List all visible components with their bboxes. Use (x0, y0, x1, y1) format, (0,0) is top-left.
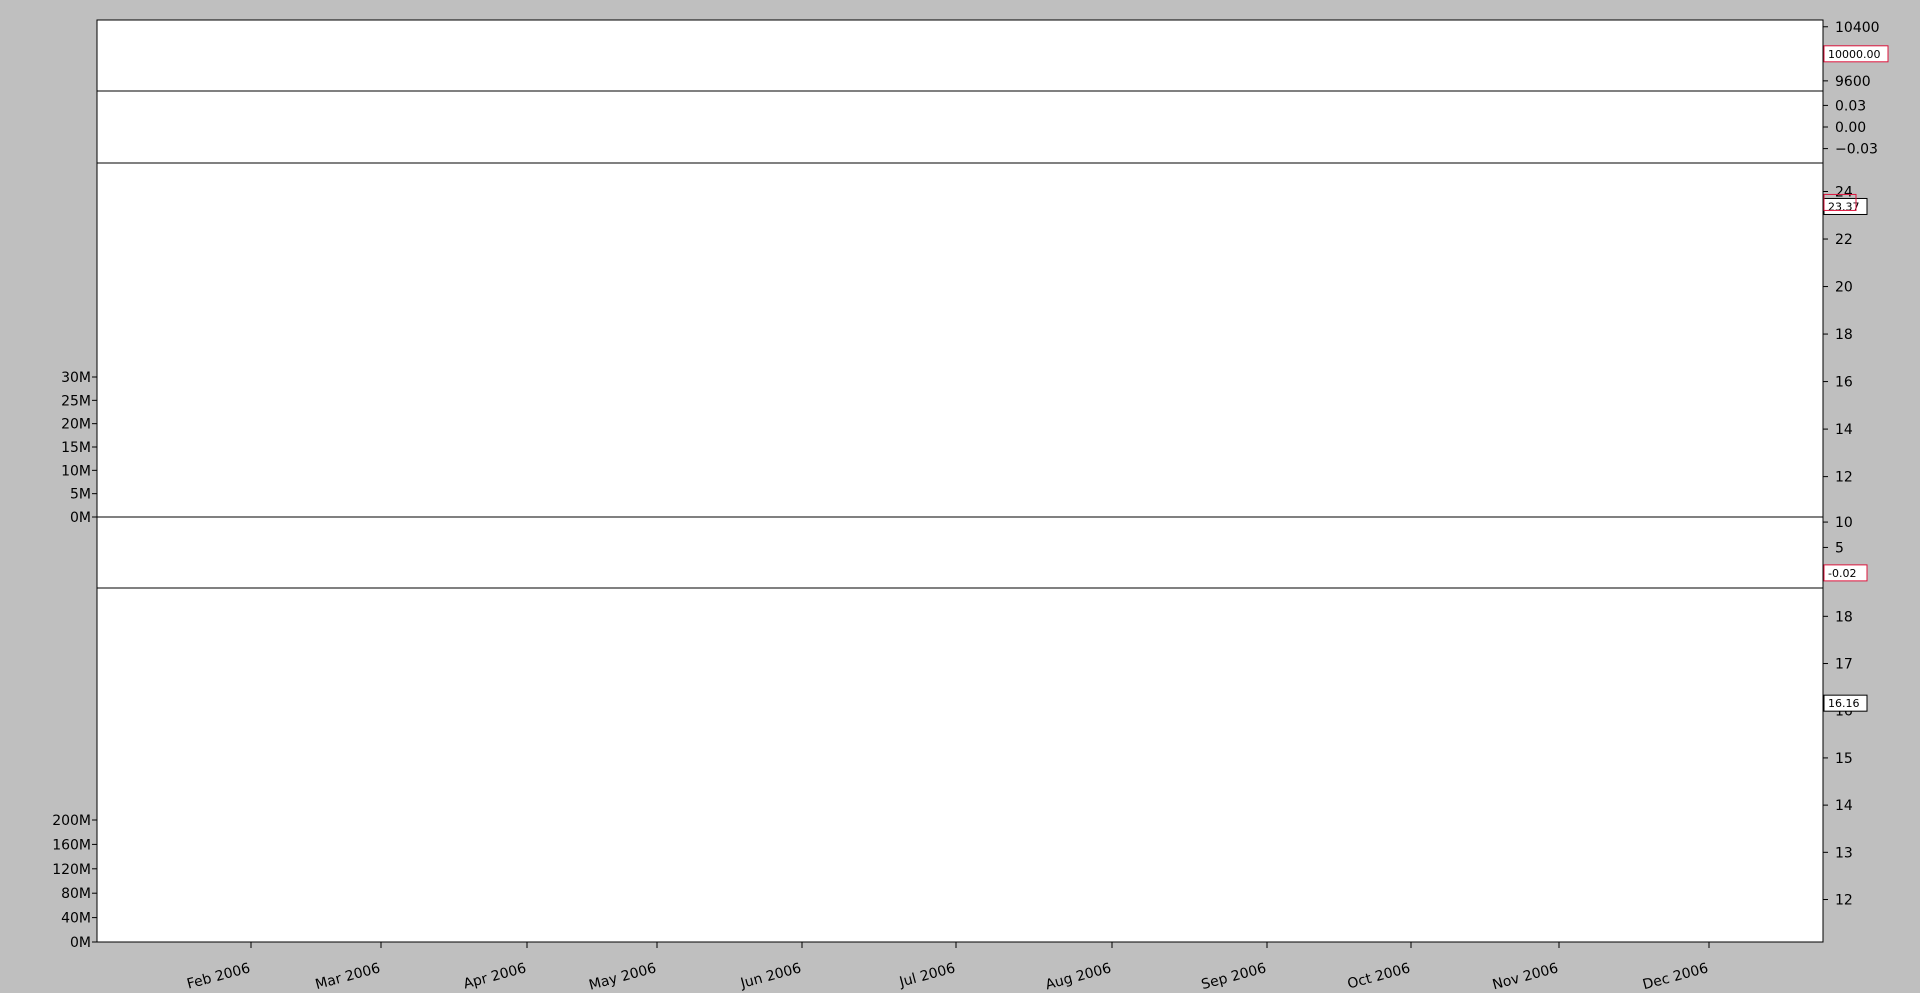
nvda-panel (96, 162, 1824, 518)
last-value-box (1823, 564, 1868, 582)
last-value-box (1823, 45, 1889, 63)
x-tick-label: Jul 2006 (897, 960, 957, 990)
y-tick-label: 200M (52, 813, 91, 829)
y-tick-label: −0.03 (1835, 142, 1878, 158)
last-value-label: -0.02 (1828, 567, 1856, 580)
last-value-box (1823, 694, 1868, 712)
y-tick-label: 14 (1835, 798, 1853, 814)
y-tick-label: 25M (61, 393, 91, 409)
x-tick-label: Jun 2006 (738, 960, 803, 992)
y-tick-label: 9600 (1835, 74, 1871, 90)
y-tick-label: 17 (1835, 657, 1853, 673)
y-tick-label: 0.00 (1835, 120, 1866, 136)
y-tick-label: 5M (70, 487, 91, 503)
y-tick-label: 12 (1835, 893, 1853, 909)
y-tick-label: 120M (52, 862, 91, 878)
y-tick-label: 80M (61, 886, 91, 902)
x-tick-label: Dec 2006 (1641, 960, 1710, 993)
x-tick-label: Feb 2006 (185, 960, 252, 992)
kalmanfilter-panel (96, 516, 1824, 589)
y-tick-label: 24 (1835, 185, 1853, 201)
x-tick-label: May 2006 (587, 960, 658, 993)
datatrades-panel (96, 90, 1824, 164)
y-tick-label: 20M (61, 417, 91, 433)
last-value-label: 10000.00 (1828, 48, 1881, 61)
x-tick-label: Apr 2006 (462, 960, 528, 992)
y-tick-label: 10400 (1835, 20, 1880, 36)
y-tick-label: 18 (1835, 327, 1853, 343)
y-tick-label: 160M (52, 837, 91, 853)
y-tick-label: 12 (1835, 470, 1853, 486)
x-tick-label: Nov 2006 (1491, 960, 1560, 993)
y-tick-label: 0M (70, 510, 91, 526)
x-tick-label: Oct 2006 (1346, 960, 1412, 992)
y-tick-label: 15M (61, 440, 91, 456)
y-tick-label: 14 (1835, 422, 1853, 438)
y-tick-label: 5 (1835, 540, 1844, 556)
y-tick-label: 15 (1835, 751, 1853, 767)
y-tick-label: 10 (1835, 515, 1853, 531)
y-tick-label: 0.03 (1835, 98, 1866, 114)
orcl-panel (96, 587, 1824, 943)
last-value-label: 23.37 (1828, 200, 1860, 213)
y-tick-label: 10M (61, 463, 91, 479)
x-tick-label: Mar 2006 (314, 960, 382, 993)
y-tick-label: 40M (61, 911, 91, 927)
last-value-label: 16.16 (1828, 697, 1860, 710)
y-tick-label: 0M (70, 935, 91, 951)
x-tick-label: Sep 2006 (1200, 960, 1268, 993)
y-tick-label: 16 (1835, 375, 1853, 391)
x-tick-label: Aug 2006 (1044, 960, 1113, 993)
y-tick-label: 22 (1835, 232, 1853, 248)
y-tick-label: 20 (1835, 280, 1853, 296)
y-tick-label: 18 (1835, 609, 1853, 625)
y-tick-label: 13 (1835, 845, 1853, 861)
broker-panel (96, 19, 1824, 92)
y-tick-label: 30M (61, 370, 91, 386)
kalman-last-value-box (1823, 193, 1857, 211)
